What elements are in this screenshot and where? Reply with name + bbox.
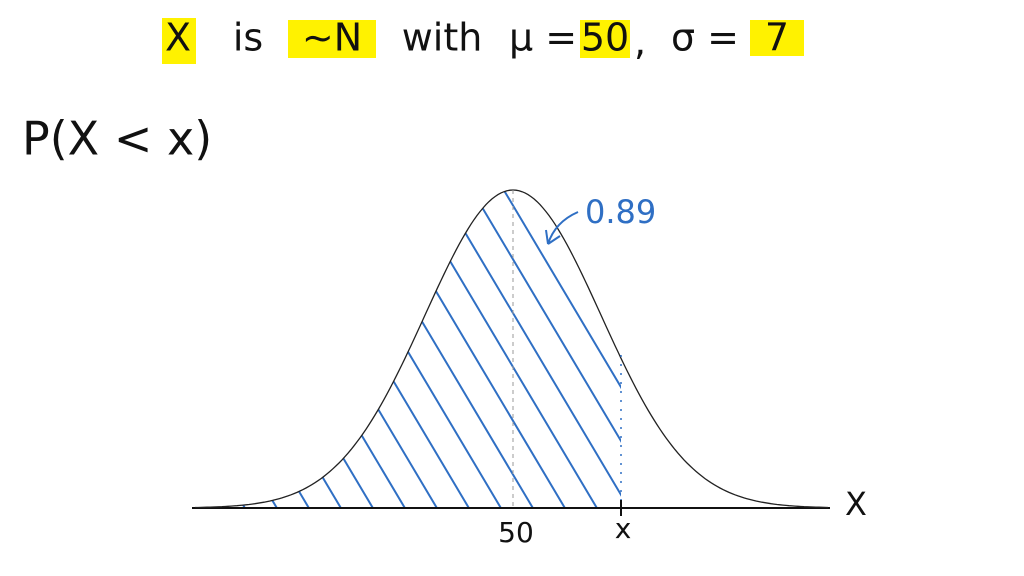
sigma-label: σ = [671,16,739,60]
hatch-line [447,190,621,508]
curve [195,189,829,509]
hatch-line [479,190,621,508]
mu-label: μ = [509,16,577,60]
highlight [162,18,196,64]
highlight [580,20,630,58]
annotation-arrow [545,211,579,245]
mean-label: 50 [498,516,534,549]
variable: X [165,16,191,60]
separator: , [634,20,646,64]
area-label: 0.89 [585,193,656,231]
x-label: x [615,512,632,545]
highlight [750,20,804,56]
axis-label: X [845,485,867,523]
expression: P(X < x) [22,112,212,166]
highlight [288,20,376,58]
word-with: with [402,16,483,60]
distribution: ~N [302,16,362,60]
word-is: is [233,16,263,60]
sigma-value: 7 [765,16,789,60]
mu-value: 50 [581,16,629,60]
